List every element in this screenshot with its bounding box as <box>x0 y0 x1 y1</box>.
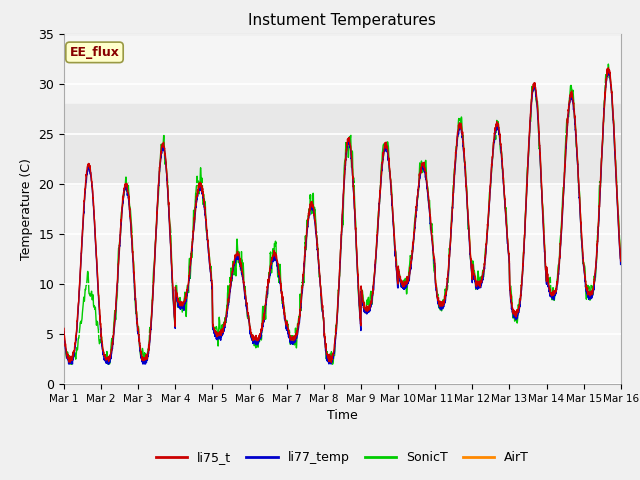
li75_t <box>328 360 335 365</box>
li75_t <box>60 325 68 331</box>
li75_t <box>605 65 612 71</box>
li77_temp <box>124 190 132 195</box>
li75_t <box>298 289 305 295</box>
X-axis label: Time: Time <box>327 409 358 422</box>
Legend: li75_t, li77_temp, SonicT, AirT: li75_t, li77_temp, SonicT, AirT <box>151 446 534 469</box>
AirT <box>546 290 554 296</box>
SonicT <box>60 358 68 363</box>
li77_temp <box>617 260 625 265</box>
SonicT <box>606 74 614 80</box>
SonicT <box>546 275 554 280</box>
li77_temp <box>605 67 612 72</box>
AirT <box>274 262 282 267</box>
li77_temp <box>546 292 554 298</box>
Text: EE_flux: EE_flux <box>70 46 120 59</box>
li75_t <box>546 286 554 292</box>
li77_temp <box>60 329 68 335</box>
li77_temp <box>157 154 164 159</box>
SonicT <box>67 361 74 367</box>
AirT <box>606 76 614 82</box>
li75_t <box>124 188 131 193</box>
li75_t <box>617 258 625 264</box>
SonicT <box>298 282 306 288</box>
AirT <box>298 295 305 300</box>
li77_temp <box>65 361 72 367</box>
SonicT <box>617 255 625 261</box>
Title: Instument Temperatures: Instument Temperatures <box>248 13 436 28</box>
AirT <box>60 334 68 339</box>
li75_t <box>274 259 282 264</box>
AirT <box>124 188 131 194</box>
AirT <box>157 157 164 163</box>
Line: li75_t: li75_t <box>64 68 621 362</box>
li75_t <box>606 72 614 78</box>
SonicT <box>605 61 612 67</box>
li77_temp <box>274 265 282 271</box>
Y-axis label: Temperature (C): Temperature (C) <box>20 158 33 260</box>
AirT <box>326 359 333 365</box>
li75_t <box>157 156 164 161</box>
Line: li77_temp: li77_temp <box>64 70 621 364</box>
Bar <box>64 104 621 184</box>
Line: SonicT: SonicT <box>64 64 621 364</box>
Line: AirT: AirT <box>64 72 621 362</box>
SonicT <box>157 149 164 155</box>
li77_temp <box>298 289 306 295</box>
AirT <box>617 257 625 263</box>
li77_temp <box>606 79 614 84</box>
SonicT <box>124 183 132 189</box>
SonicT <box>274 274 282 280</box>
AirT <box>605 69 612 75</box>
